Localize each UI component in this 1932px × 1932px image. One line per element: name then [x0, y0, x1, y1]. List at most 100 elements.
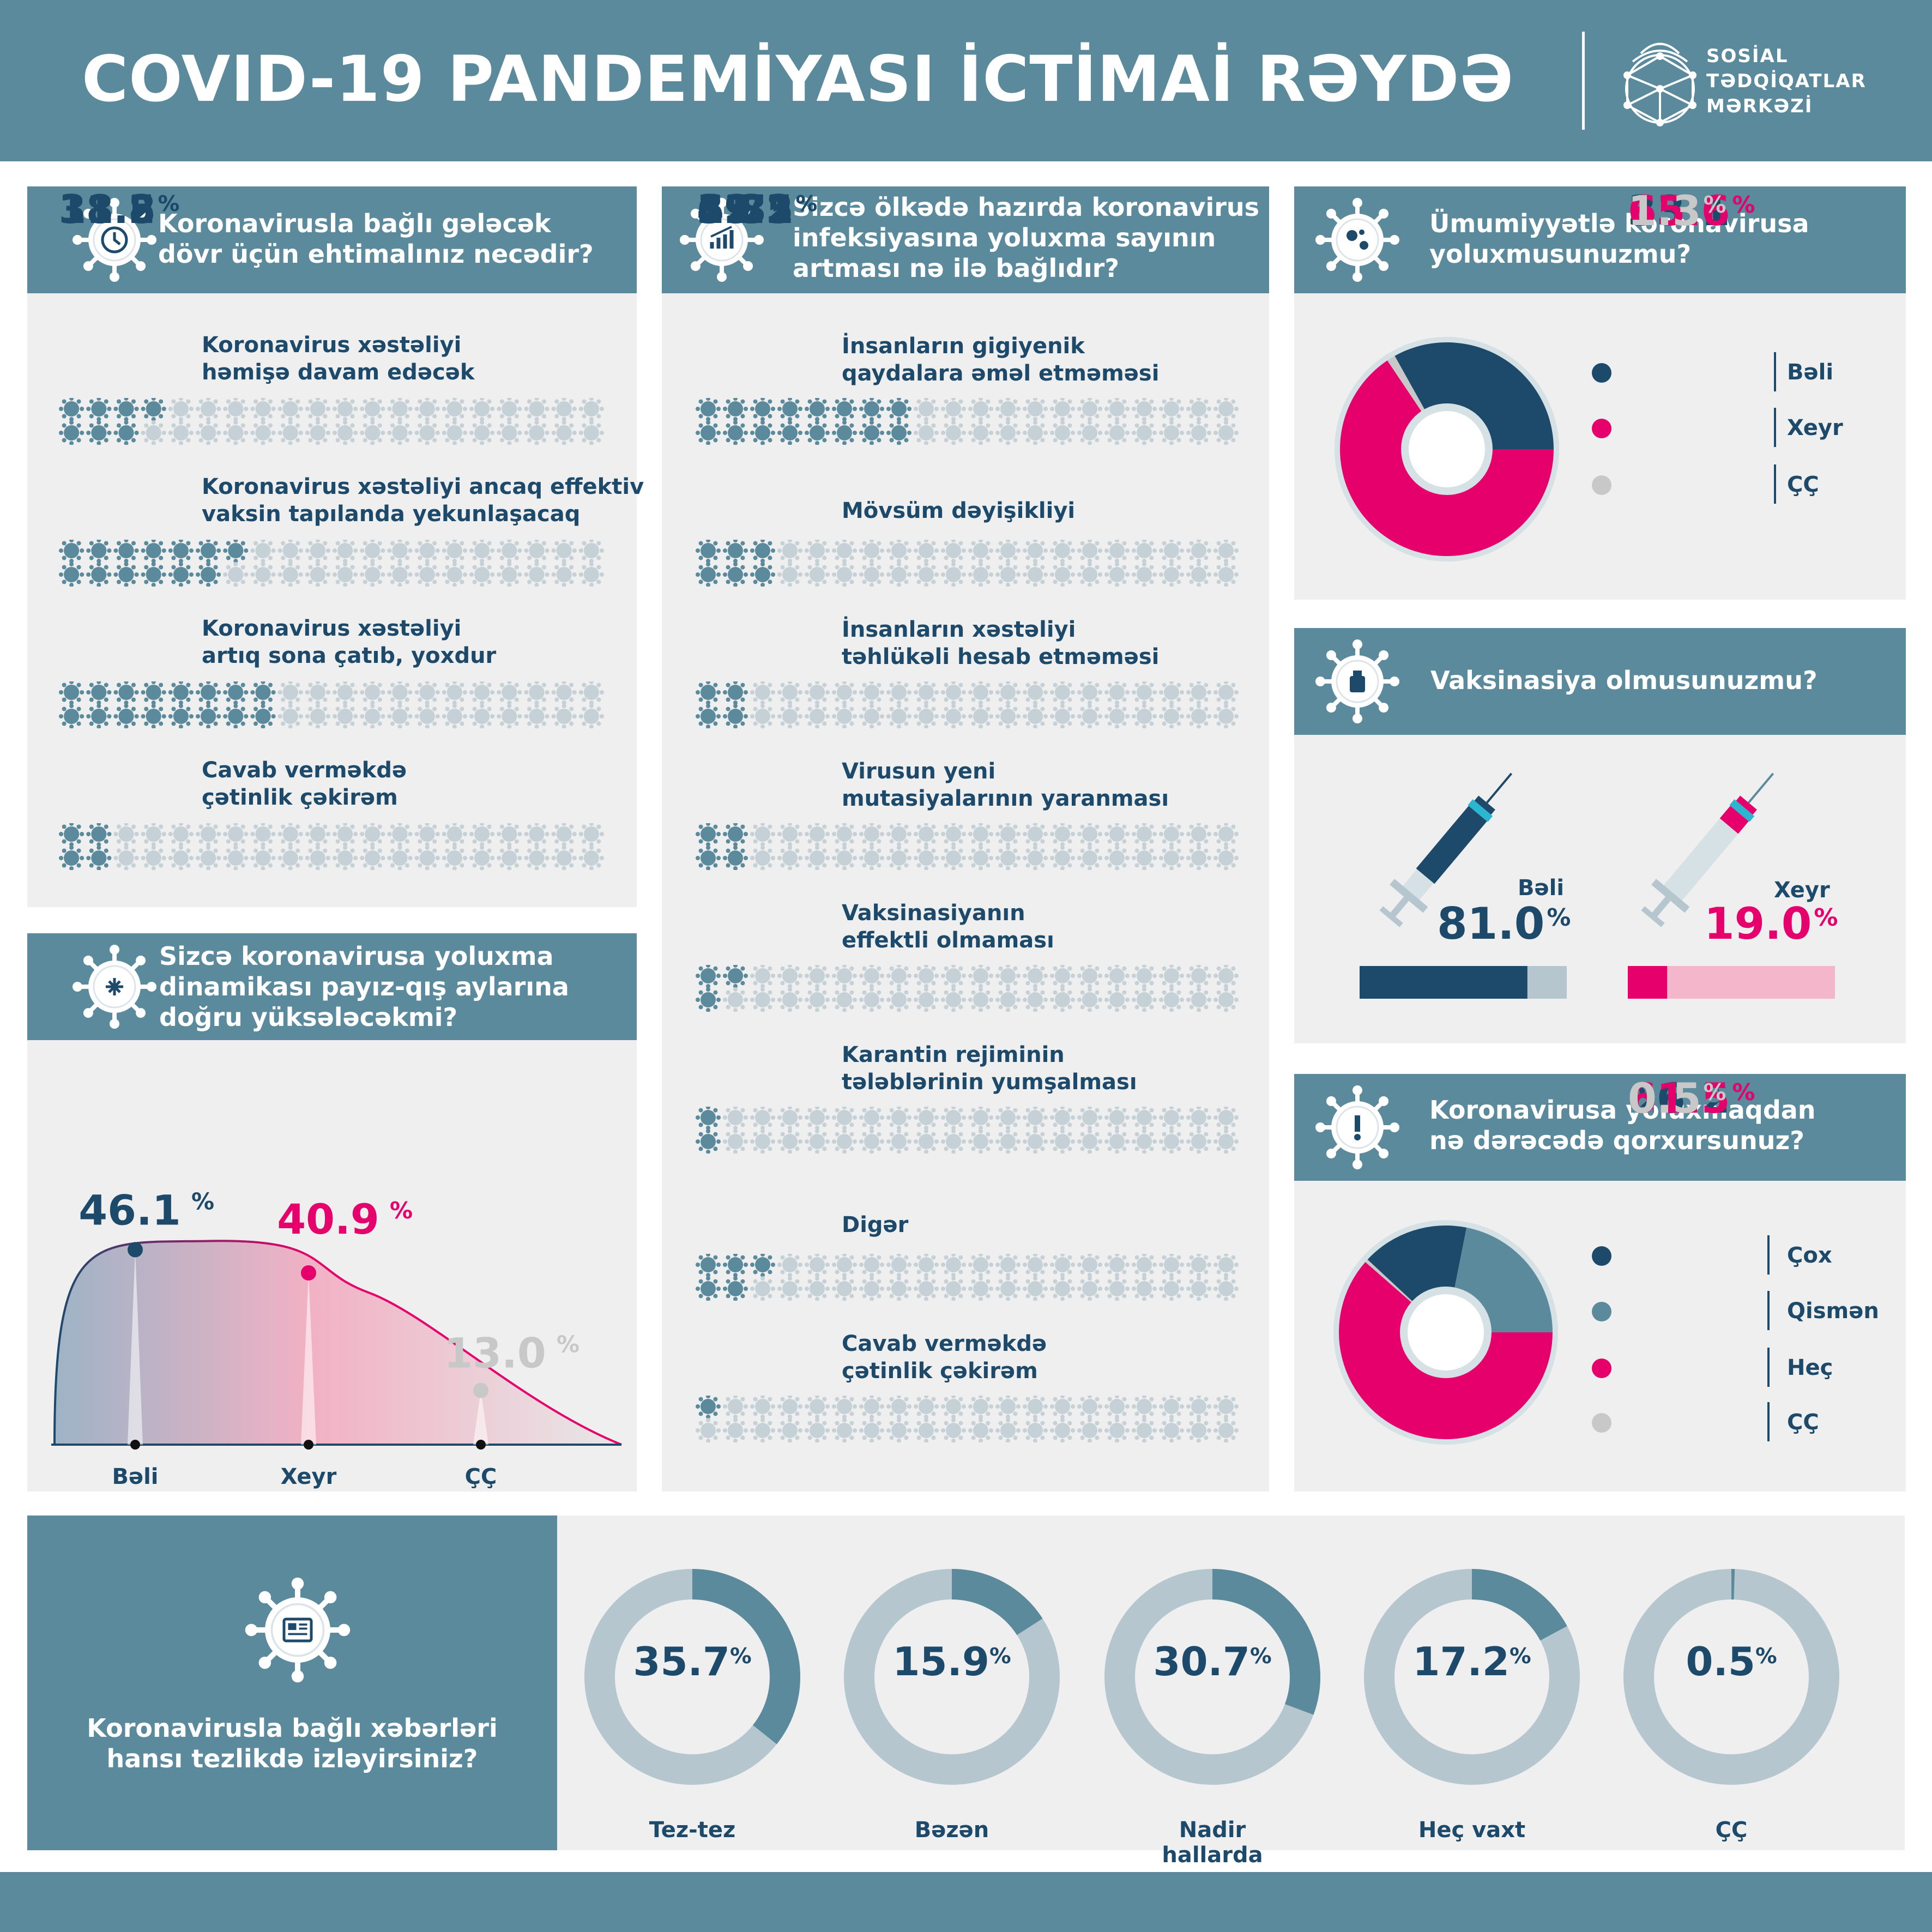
- virus-mark: [196, 681, 221, 705]
- label-line: Digər: [842, 1212, 909, 1237]
- virus-mark: [750, 1107, 775, 1130]
- legend-dot-2: [1592, 475, 1611, 495]
- virus-mark: [1023, 823, 1048, 847]
- virus-mark: [1023, 540, 1048, 563]
- virus-mark: [832, 704, 857, 728]
- data-label-2: 13.0: [444, 1329, 546, 1378]
- virus-mark: [1213, 965, 1239, 988]
- cause-value-1: 15.1%: [697, 186, 818, 232]
- virus-mark: [1159, 562, 1184, 587]
- area-marker-beam-1: [301, 1272, 316, 1445]
- label-line: Koronavirus xəstəliyi: [202, 616, 462, 641]
- logo-line-2: TƏDQİQATLAR: [1706, 70, 1867, 92]
- virus-mark: [723, 1107, 748, 1130]
- virus-mark: [941, 1396, 966, 1419]
- label-line: çətinlik çəkirəm: [202, 785, 398, 810]
- virus-mark: [1132, 562, 1157, 587]
- virus-mark: [1186, 562, 1211, 587]
- virus-mark: [1050, 1129, 1075, 1154]
- virus-mark: [1050, 846, 1075, 870]
- virus-mark: [250, 703, 276, 728]
- cause-label-6: Digər: [842, 1211, 908, 1239]
- logo-text: SOSİAL TƏDQİQATLAR MƏRKƏZİ: [1706, 44, 1867, 119]
- legend-dot-0: [1592, 363, 1611, 383]
- virus-mark: [277, 398, 303, 422]
- virus-mark: [777, 398, 802, 421]
- virus-mark: [524, 681, 550, 705]
- virus-mark: [250, 845, 276, 870]
- legend-value-1: 21.9%: [1628, 1074, 1755, 1122]
- legend-value-2: 1.3%: [1628, 186, 1726, 235]
- virus-mark: [968, 823, 993, 847]
- virus-mark: [414, 420, 440, 445]
- virus-mark: [1132, 704, 1157, 728]
- virus-mark: [750, 681, 775, 705]
- virus-mark: [1132, 1276, 1157, 1301]
- label-line: Vaksinasiyanın: [842, 901, 1025, 926]
- virus-mark: [859, 1418, 884, 1442]
- virus-mark: [1132, 1396, 1157, 1419]
- virus-mark: [1132, 398, 1157, 421]
- virus-mark: [1159, 540, 1184, 563]
- panel-future: Koronavirusla bağlı gələcək dövr üçün eh…: [27, 186, 644, 907]
- ring-value-arc: [1623, 1569, 1839, 1785]
- legend-value-3: 0.5%: [1628, 1074, 1726, 1122]
- cause-label-0: İnsanların gigiyenik qaydalara əməl etməm…: [842, 333, 1159, 387]
- virus-mark: [832, 540, 857, 563]
- ring-value-arc: [1104, 1569, 1320, 1785]
- area-point-0: [128, 1242, 143, 1258]
- virus-mark: [387, 420, 413, 445]
- legend-separator-0: [1767, 1235, 1770, 1275]
- axis-tick-1: [304, 1440, 313, 1450]
- chart-up-icon: [678, 196, 765, 283]
- virus-mark: [360, 845, 385, 870]
- virus-mark: [86, 703, 112, 728]
- virus-mark: [832, 846, 857, 870]
- virus-mark: [995, 1107, 1021, 1130]
- virus-mark: [333, 703, 358, 728]
- virus-mark: [1186, 704, 1211, 728]
- virus-mark: [886, 562, 911, 587]
- future-icon-row-0: [59, 398, 604, 445]
- virus-mark: [750, 398, 775, 421]
- virus-mark: [995, 681, 1021, 705]
- label-line: Koronavirus xəstəliyi ancaq effektiv: [202, 474, 644, 499]
- fear-hole: [1408, 1294, 1484, 1370]
- virus-mark: [696, 540, 721, 563]
- virus-mark: [995, 987, 1021, 1012]
- virus-mark: [360, 703, 385, 728]
- virus-mark: [113, 823, 139, 847]
- virus-mark: [805, 1396, 830, 1419]
- cause-value-7: 1.8%: [697, 186, 790, 232]
- virus-mark: [1023, 1254, 1048, 1277]
- virus-mark: [196, 398, 221, 422]
- virus-mark: [1159, 1254, 1184, 1277]
- panel-infected-title: Ümumiyyətlə koronavirusa yoluxmusunuzmu?: [1429, 208, 1809, 269]
- virus-mark: [1077, 420, 1102, 445]
- label-line: həmişə davam edəcək: [202, 360, 475, 385]
- virus-mark: [1077, 1418, 1102, 1442]
- virus-mark: [777, 1254, 802, 1277]
- area-chart: Bəli 46.1 % Xeyr 40.9 % ÇÇ 13.0%: [51, 1186, 622, 1489]
- virus-mark: [360, 540, 385, 564]
- vaccinated-bars: [1360, 966, 1835, 999]
- virus-mark: [1186, 398, 1211, 421]
- virus-mark: [333, 681, 358, 705]
- virus-mark: [805, 681, 830, 705]
- virus-mark: [914, 1276, 939, 1301]
- panel-infected: Ümumiyyətlə koronavirusa yoluxmusunuzmu?…: [1294, 186, 1906, 600]
- virus-mark: [59, 823, 84, 847]
- virus-mark: [86, 845, 112, 870]
- cause-value-4-number: 6.3: [697, 186, 766, 232]
- virus-mark: [551, 703, 577, 728]
- panel-causes: Sizcə ölkədə hazırda koronavirus infeksi…: [662, 186, 1269, 1492]
- cause-value-4: 6.3%: [697, 186, 790, 232]
- title-line-3: doğru yüksələcəkmi?: [159, 1003, 458, 1032]
- virus-mark: [1104, 1418, 1130, 1442]
- cause-label-3: Virusun yeni mutasiyalarının yaranması: [842, 758, 1169, 812]
- virus-mark: [859, 1107, 884, 1130]
- cause-label-2: İnsanların xəstəliyi təhlükəli hesab etmə…: [842, 616, 1159, 671]
- virus-mark: [995, 540, 1021, 563]
- virus-mark: [469, 562, 495, 587]
- virus-mark: [1213, 846, 1239, 870]
